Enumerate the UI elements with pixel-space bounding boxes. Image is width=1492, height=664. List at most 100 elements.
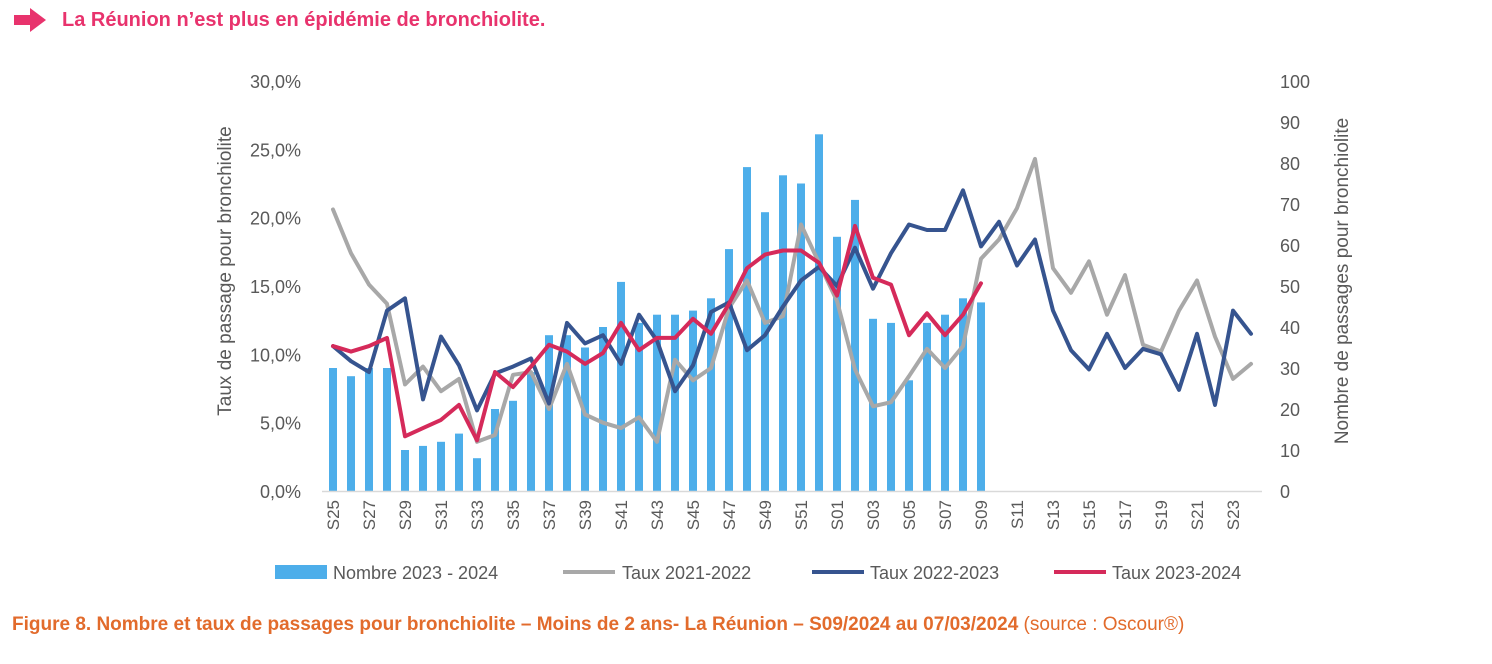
headline-text: La Réunion n’est plus en épidémie de bro… — [62, 8, 546, 31]
x-tick-label: S49 — [756, 500, 775, 530]
caption-source: (source : Oscour®) — [1018, 614, 1185, 635]
x-tick-label: S17 — [1116, 500, 1135, 530]
bar — [941, 314, 949, 491]
x-tick-label: S47 — [720, 500, 739, 530]
figure-caption: Figure 8. Nombre et taux de passages pou… — [12, 614, 1184, 636]
legend: Nombre 2023 - 2024 Taux 2021-2022 Taux 202… — [275, 563, 1241, 583]
bar — [347, 376, 355, 491]
line-blue — [331, 188, 1253, 413]
bar — [383, 368, 391, 491]
y-axis-left-title: Taux de passage pour bronchiolite — [215, 126, 236, 415]
bar — [581, 347, 589, 491]
bar — [887, 322, 895, 491]
bar — [977, 302, 985, 491]
legend-swatch-bar — [275, 565, 327, 579]
x-tick-label: S25 — [324, 500, 343, 530]
y-right-tick-label: 70 — [1280, 195, 1300, 215]
bar — [743, 167, 751, 491]
y-left-tick-label: 20,0% — [250, 209, 301, 229]
bar — [617, 281, 625, 491]
x-tick-label: S43 — [648, 500, 667, 530]
bar — [797, 183, 805, 491]
bar — [599, 327, 607, 491]
bar — [725, 249, 733, 491]
bar — [437, 441, 445, 491]
bar — [653, 314, 661, 491]
line-series — [331, 156, 1253, 444]
bar — [527, 372, 535, 491]
legend-label: Nombre 2023 - 2024 — [333, 563, 498, 583]
y-right-tick-label: 80 — [1280, 154, 1300, 174]
line-red — [331, 223, 983, 443]
x-tick-label: S23 — [1224, 500, 1243, 530]
y-right-tick-label: 60 — [1280, 236, 1300, 256]
x-tick-label: S37 — [540, 500, 559, 530]
x-tick-label: S05 — [900, 500, 919, 530]
axis-ticks: 0,0% 5,0% 10,0% 15,0% 20,0% 25,0% 30,0% 0 10 20 30… — [250, 72, 1310, 530]
headline: La Réunion n’est plus en épidémie de bro… — [14, 8, 545, 32]
y-left-tick-label: 0,0% — [260, 482, 301, 502]
x-tick-label: S07 — [936, 500, 955, 530]
x-tick-label: S03 — [864, 500, 883, 530]
y-right-tick-label: 0 — [1280, 482, 1290, 502]
legend-label: Taux 2021-2022 — [622, 563, 751, 583]
y-left-tick-label: 30,0% — [250, 72, 301, 92]
x-tick-label: S19 — [1152, 500, 1171, 530]
bar — [473, 458, 481, 491]
bar — [563, 335, 571, 491]
y-right-tick-label: 40 — [1280, 318, 1300, 338]
x-tick-label: S35 — [504, 500, 523, 530]
y-axis-right-title: Nombre de passages pour bronchiolite — [1332, 118, 1353, 444]
bar — [851, 199, 859, 491]
bar — [959, 298, 967, 491]
y-right-tick-label: 100 — [1280, 72, 1310, 92]
y-left-tick-label: 15,0% — [250, 277, 301, 297]
bar-series — [329, 134, 985, 492]
bar — [707, 298, 715, 491]
x-tick-label: S51 — [792, 500, 811, 530]
y-right-tick-label: 30 — [1280, 359, 1300, 379]
y-right-tick-label: 10 — [1280, 441, 1300, 461]
caption-main: Figure 8. Nombre et taux de passages pou… — [12, 614, 1019, 635]
bar — [923, 322, 931, 491]
legend-label: Taux 2022-2023 — [870, 563, 999, 583]
x-tick-label: S27 — [360, 500, 379, 530]
bar — [419, 445, 427, 491]
x-tick-label: S29 — [396, 500, 415, 530]
bar — [455, 433, 463, 491]
bar — [815, 134, 823, 492]
x-tick-label: S09 — [972, 500, 991, 530]
bar — [779, 175, 787, 492]
bar — [671, 314, 679, 491]
x-tick-label: S11 — [1008, 500, 1027, 529]
bar — [329, 368, 337, 491]
bar — [689, 310, 697, 491]
x-tick-label: S31 — [432, 500, 451, 530]
x-tick-label: S13 — [1044, 500, 1063, 530]
y-right-tick-label: 20 — [1280, 400, 1300, 420]
y-left-tick-label: 25,0% — [250, 140, 301, 160]
bar — [401, 450, 409, 491]
x-tick-label: S33 — [468, 500, 487, 530]
x-tick-label: S45 — [684, 500, 703, 530]
legend-label: Taux 2023-2024 — [1112, 563, 1241, 583]
line-gray — [331, 156, 1253, 444]
x-tick-label: S39 — [576, 500, 595, 530]
bar — [509, 400, 517, 491]
x-tick-label: S15 — [1080, 500, 1099, 530]
bar — [365, 368, 373, 491]
y-right-tick-label: 50 — [1280, 277, 1300, 297]
bar — [833, 236, 841, 491]
bar — [491, 409, 499, 491]
bar — [905, 380, 913, 491]
arrow-right-icon — [14, 8, 46, 32]
x-tick-label: S21 — [1188, 500, 1207, 530]
x-tick-label: S41 — [612, 500, 631, 530]
y-left-tick-label: 5,0% — [260, 414, 301, 434]
bar — [545, 335, 553, 491]
y-left-tick-label: 10,0% — [250, 345, 301, 365]
y-right-tick-label: 90 — [1280, 113, 1300, 133]
x-tick-label: S01 — [828, 500, 847, 530]
bar — [635, 322, 643, 491]
